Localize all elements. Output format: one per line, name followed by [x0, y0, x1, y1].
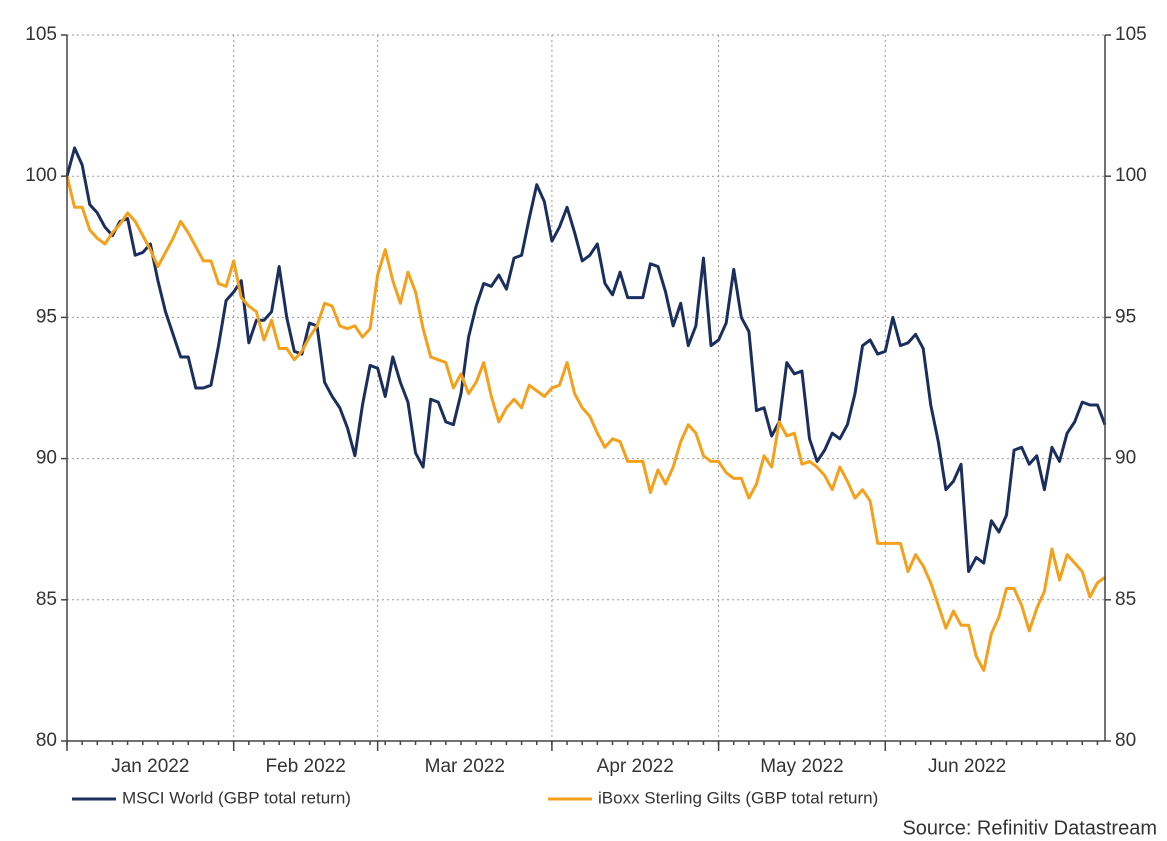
y-tick-label: 100 — [25, 165, 57, 186]
y-tick-label: 90 — [36, 448, 57, 469]
x-tick-label: May 2022 — [760, 756, 843, 777]
y2-tick-label: 85 — [1115, 589, 1136, 610]
y2-tick-label: 90 — [1115, 448, 1136, 469]
y2-tick-label: 95 — [1115, 306, 1136, 327]
series-line — [65, 175, 1106, 672]
x-tick-label: Jun 2022 — [928, 756, 1006, 777]
x-tick-label: Jan 2022 — [111, 756, 189, 777]
y-tick-label: 80 — [36, 730, 57, 751]
y-tick-label: 105 — [25, 24, 57, 45]
y2-tick-label: 100 — [1115, 165, 1147, 186]
y-tick-label: 85 — [36, 589, 57, 610]
source-note: Source: Refinitiv Datastream — [902, 817, 1157, 839]
legend-label: MSCI World (GBP total return) — [122, 788, 351, 807]
y2-tick-label: 105 — [1115, 24, 1147, 45]
x-tick-label: Mar 2022 — [425, 756, 505, 777]
x-tick-label: Apr 2022 — [597, 756, 674, 777]
y2-tick-label: 80 — [1115, 730, 1136, 751]
legend-label: iBoxx Sterling Gilts (GBP total return) — [598, 788, 878, 807]
y-tick-label: 95 — [36, 306, 57, 327]
x-tick-label: Feb 2022 — [266, 756, 346, 777]
series-line — [65, 146, 1107, 574]
